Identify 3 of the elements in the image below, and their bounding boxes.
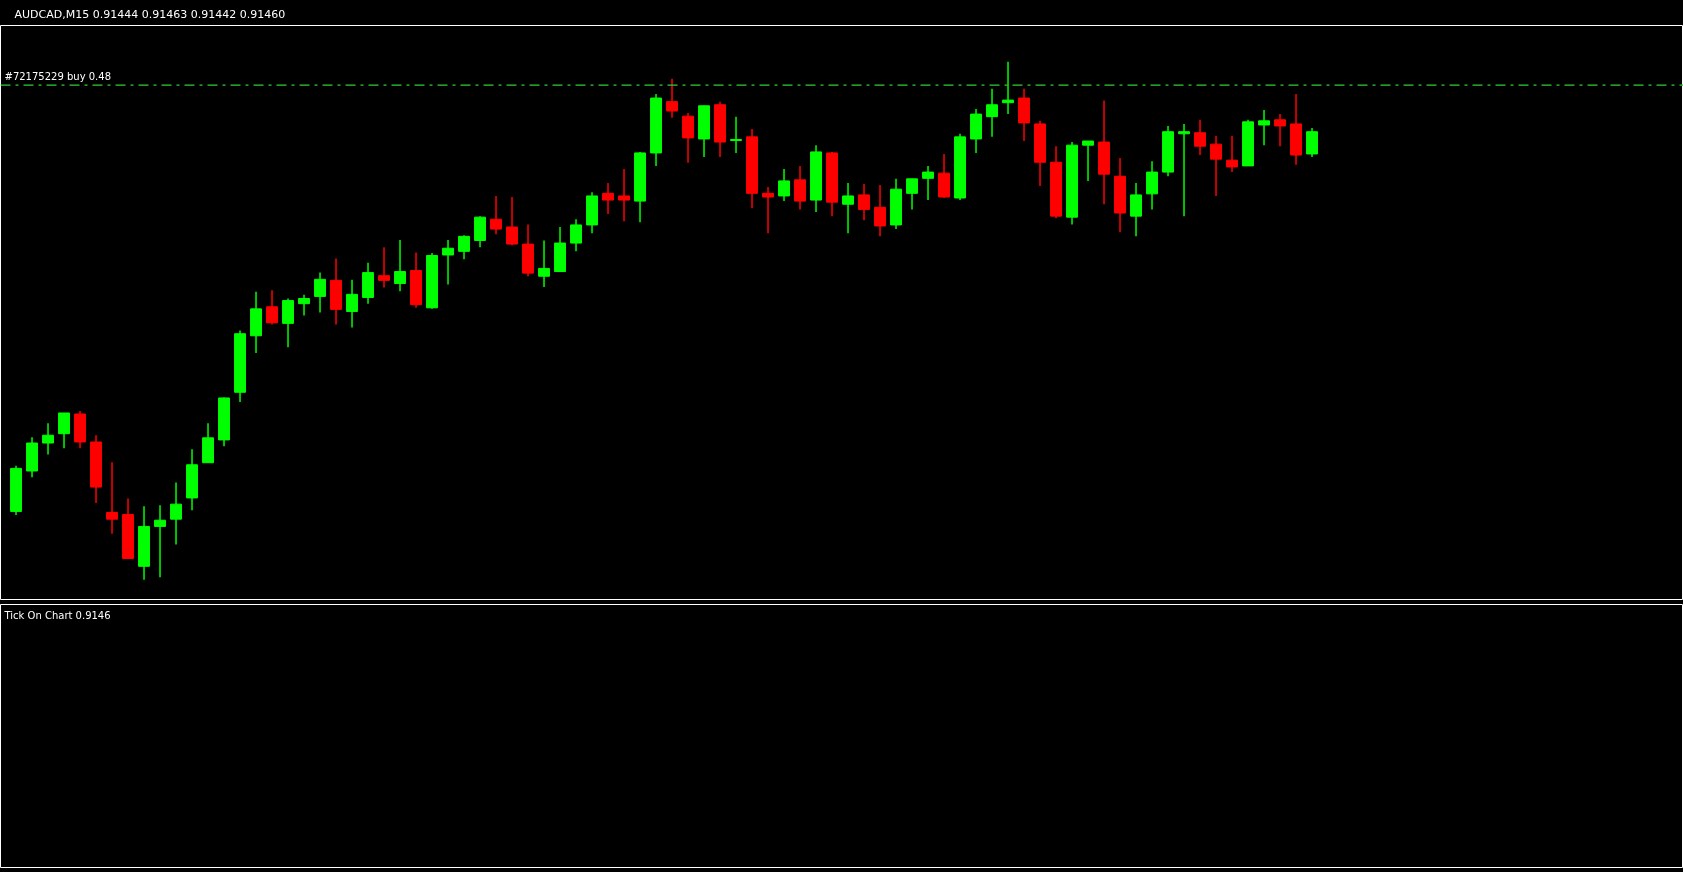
ref-line-label: #72175229 buy 0.48 xyxy=(4,71,112,83)
chart-title: AUDCAD,M15 0.91444 0.91463 0.91442 0.91460 xyxy=(14,7,286,21)
text: Tick On Chart 0.9146 xyxy=(3,609,111,621)
